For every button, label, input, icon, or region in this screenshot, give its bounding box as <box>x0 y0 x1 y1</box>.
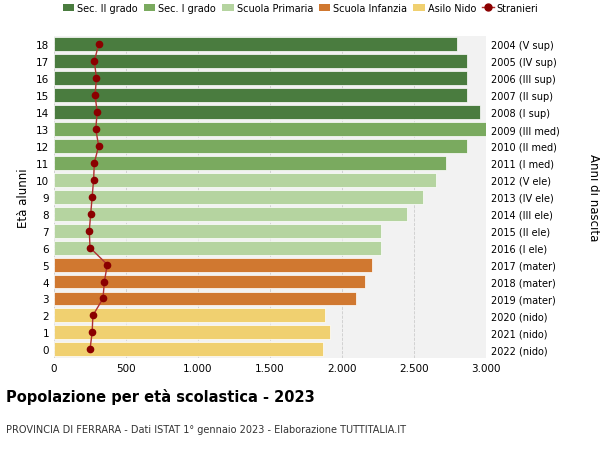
Bar <box>54 326 331 340</box>
Bar <box>54 292 356 306</box>
Bar <box>54 258 372 272</box>
Text: Anni di nascita: Anni di nascita <box>587 154 600 241</box>
Bar <box>54 72 467 86</box>
Bar <box>54 89 467 103</box>
Bar <box>54 241 381 255</box>
Bar <box>54 123 486 137</box>
Bar <box>54 55 467 69</box>
Y-axis label: Età alunni: Età alunni <box>17 168 31 227</box>
Bar <box>54 174 436 187</box>
Bar <box>54 106 480 120</box>
Bar <box>54 140 467 154</box>
Bar <box>54 207 407 221</box>
Text: PROVINCIA DI FERRARA - Dati ISTAT 1° gennaio 2023 - Elaborazione TUTTITALIA.IT: PROVINCIA DI FERRARA - Dati ISTAT 1° gen… <box>6 425 406 435</box>
Bar <box>54 342 323 357</box>
Bar <box>54 224 381 238</box>
Text: Popolazione per età scolastica - 2023: Popolazione per età scolastica - 2023 <box>6 388 315 404</box>
Bar <box>54 38 457 52</box>
Bar <box>54 275 365 289</box>
Bar <box>54 190 422 204</box>
Bar <box>54 157 446 170</box>
Bar <box>54 309 325 323</box>
Legend: Sec. II grado, Sec. I grado, Scuola Primaria, Scuola Infanzia, Asilo Nido, Stran: Sec. II grado, Sec. I grado, Scuola Prim… <box>59 0 542 17</box>
